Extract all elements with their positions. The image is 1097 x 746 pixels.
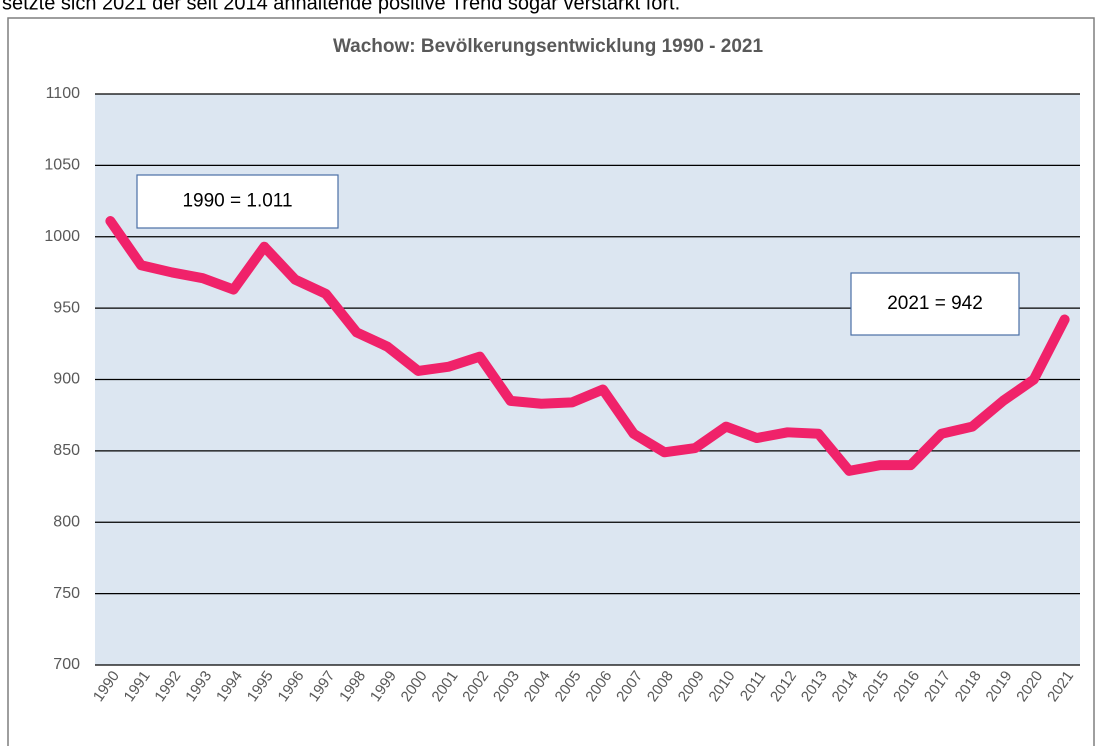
data-line [105, 216, 1070, 476]
y-tick-label: 700 [53, 656, 80, 673]
annotation-box [136, 174, 339, 229]
chart-title: Wachow: Bevölkerungsentwicklung 1990 - 2… [333, 36, 764, 57]
y-tick-label: 1100 [46, 85, 81, 102]
y-tick-label: 1000 [44, 228, 80, 245]
annotation-text: 2021 = 942 [887, 293, 983, 314]
y-tick-label: 950 [53, 299, 80, 316]
intro-text: setzte sich 2021 der seit 2014 anhaltend… [2, 0, 680, 14]
y-tick-label: 850 [53, 442, 80, 459]
annotation-text: 1990 = 1.011 [182, 191, 292, 212]
y-tick-label: 800 [53, 513, 80, 530]
y-tick-label: 1050 [44, 157, 80, 174]
y-tick-label: 750 [53, 585, 80, 602]
annotation-box [850, 272, 1020, 336]
y-tick-label: 900 [53, 371, 80, 388]
